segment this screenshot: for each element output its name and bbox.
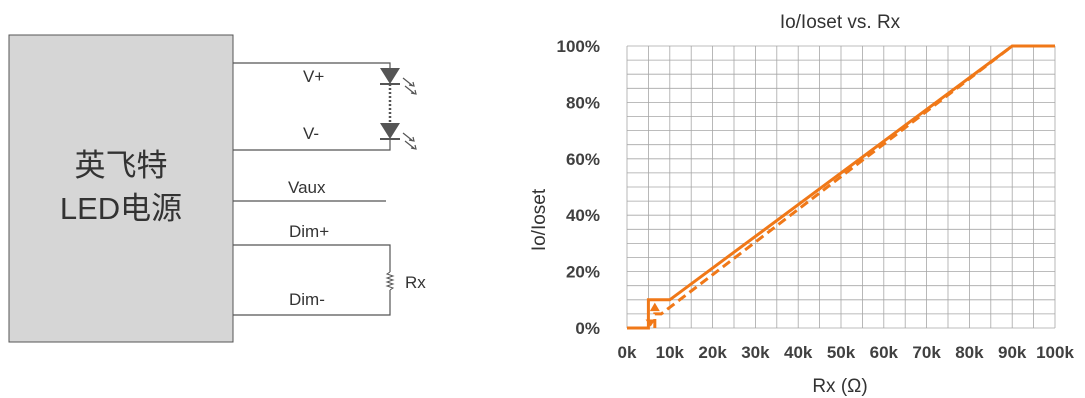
chart-x-ticks: 0k 10k 20k 30k 40k 50k 60k 70k 80k 90k 100k [618,343,1075,362]
label-rx: Rx [405,273,426,292]
label-vaux: Vaux [288,178,326,197]
led-top-icon [380,68,417,95]
arrow-up-icon [649,302,660,312]
x-tick-label: 10k [656,343,685,362]
vplus-wire [233,62,391,68]
x-tick-label: 60k [870,343,899,362]
dimminus-wire [233,290,391,316]
chart-y-ticks: 0% 20% 40% 60% 80% 100% [557,37,600,338]
led-bottom-icon [380,123,417,150]
y-tick-label: 100% [557,37,600,56]
driver-name-line1: 英飞特 [75,148,168,183]
wiring-diagram: 英飞特 LED电源 V+ V- Vaux Dim+ Dim- [8,34,426,343]
label-vminus: V- [303,124,319,143]
dimplus-wire [233,244,391,272]
series-line-dashed [653,44,1014,328]
chart-x-axis-label: Rx (Ω) [812,376,867,397]
x-tick-label: 100k [1036,343,1074,362]
y-tick-label: 80% [566,93,600,112]
led-driver-box [8,34,234,343]
y-tick-label: 60% [566,150,600,169]
label-dimplus: Dim+ [289,222,329,241]
resistor-rx-icon [385,271,395,291]
chart-grid [626,45,1056,329]
driver-name-line2: LED电源 [60,191,182,226]
x-tick-label: 20k [698,343,727,362]
y-tick-label: 40% [566,206,600,225]
x-tick-label: 30k [741,343,770,362]
wires [233,62,392,316]
x-tick-label: 50k [827,343,856,362]
x-tick-label: 70k [912,343,941,362]
chart-title: Io/Ioset vs. Rx [780,12,901,33]
y-tick-label: 0% [575,319,600,338]
label-dimminus: Dim- [289,290,325,309]
arrow-down-icon [645,319,656,327]
vminus-wire [233,140,391,151]
chart-series [627,44,1055,330]
series-line-solid [627,44,1055,330]
y-tick-label: 20% [566,263,600,282]
chart: Io/Ioset vs. Rx Rx (Ω) Io/Ioset 0k 10k 20k… [529,12,1074,397]
chart-y-axis-label: Io/Ioset [529,188,550,251]
x-tick-label: 40k [784,343,813,362]
x-tick-label: 80k [955,343,984,362]
label-vplus: V+ [303,67,324,86]
x-tick-label: 0k [618,343,637,362]
x-tick-label: 90k [998,343,1027,362]
